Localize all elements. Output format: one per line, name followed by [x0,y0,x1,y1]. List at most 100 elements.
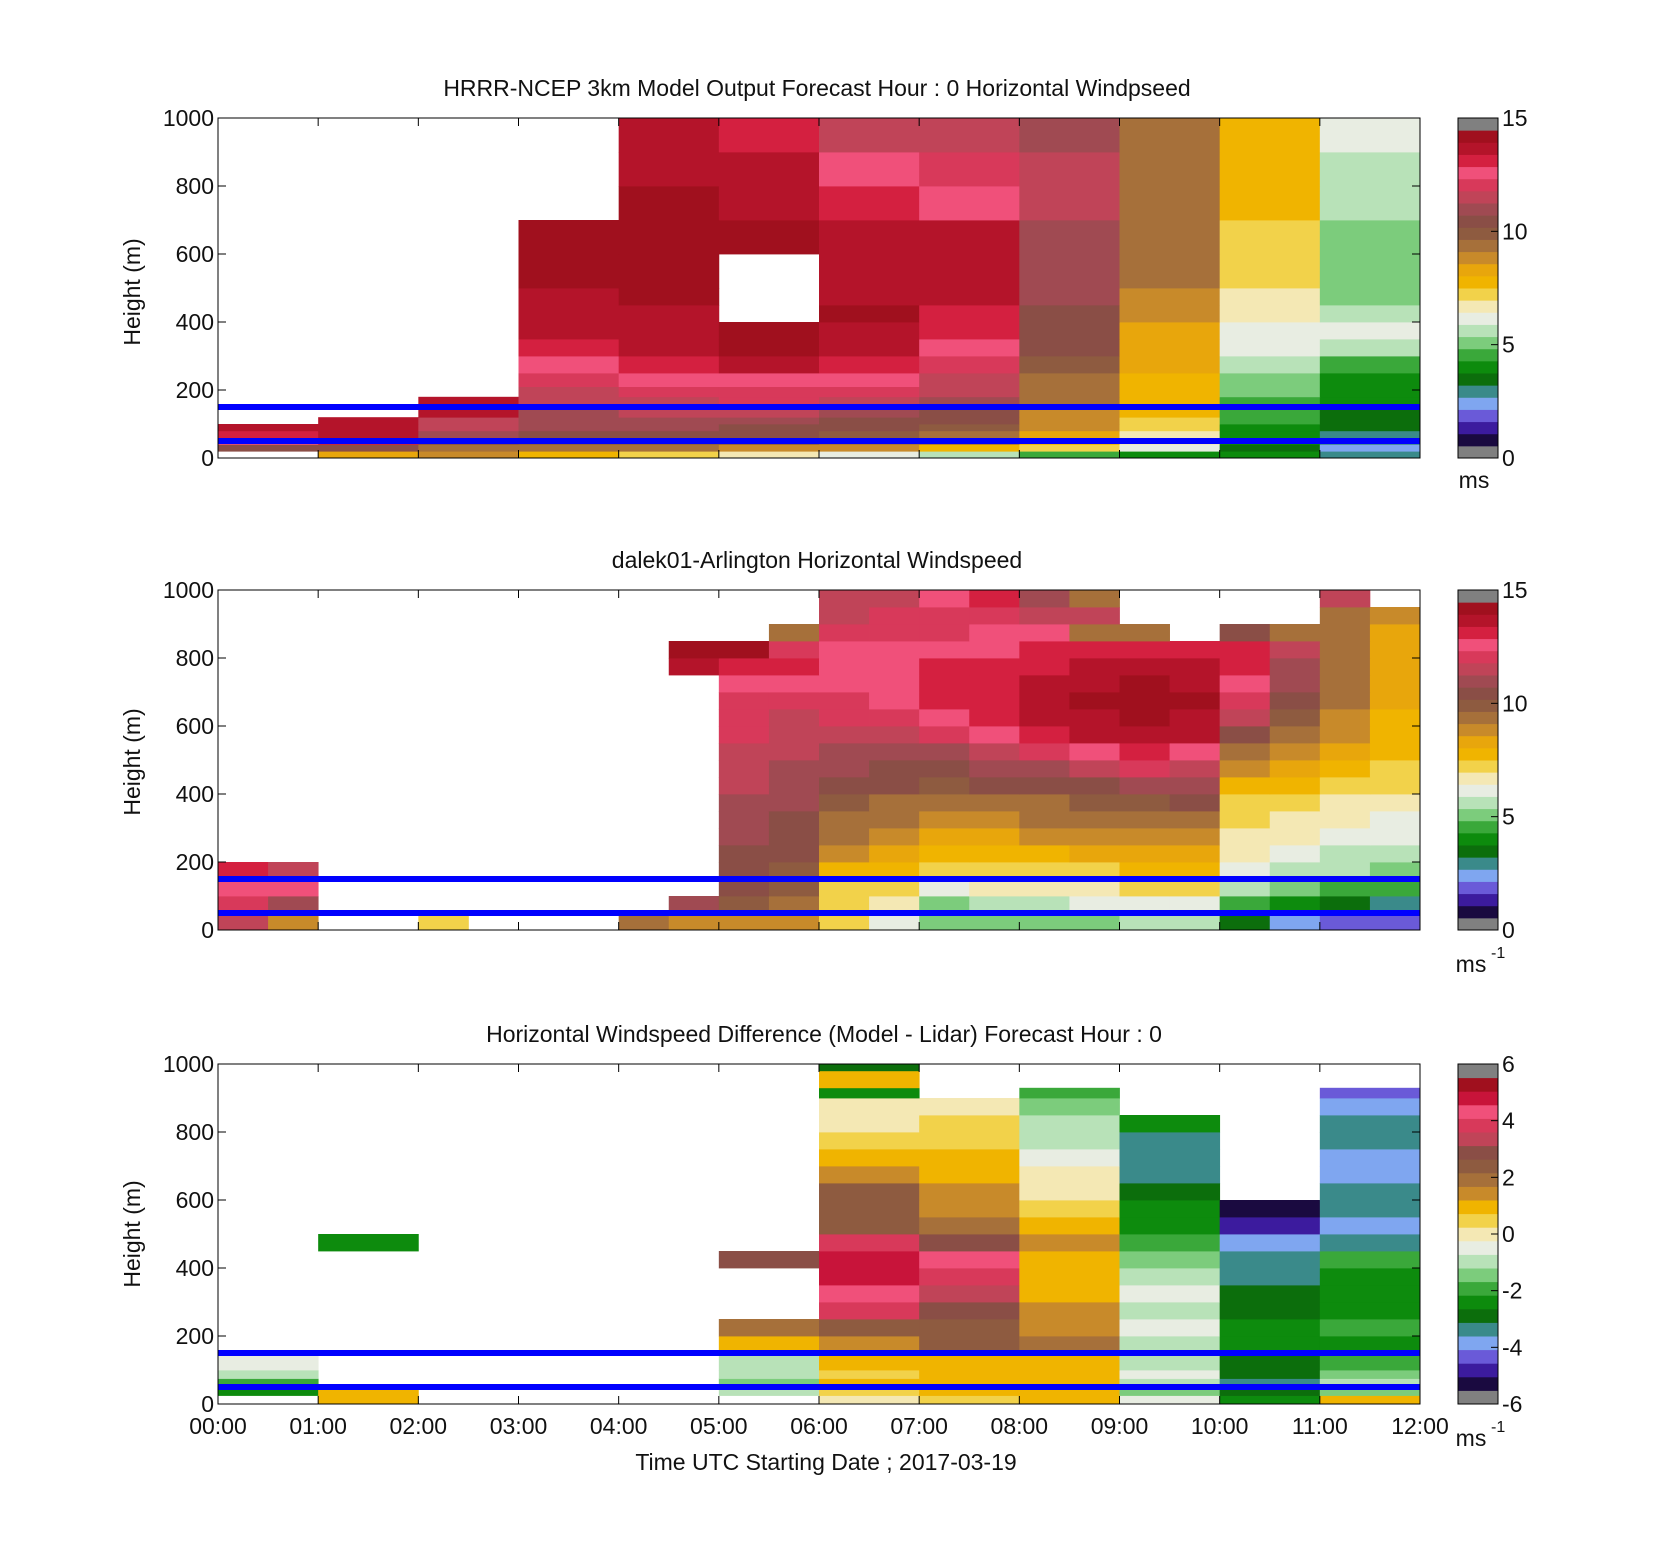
heatmap-cell [618,451,720,459]
colorbar-segment [1458,735,1498,749]
heatmap-cell [919,879,970,897]
heatmap-cell [1019,288,1120,306]
heatmap-cell [1219,254,1321,289]
x-tick-label: 10:00 [1191,1413,1249,1439]
y-tick-label: 200 [176,1323,214,1349]
heatmap-cell [969,913,1020,931]
heatmap-cell [1169,913,1221,931]
heatmap-cell [418,451,519,459]
heatmap-cell [1369,896,1421,914]
heatmap-cell [1219,641,1271,659]
heatmap-cell [1119,1353,1221,1371]
colorbar-segment [1458,832,1498,846]
heatmap-cell [1219,396,1321,408]
heatmap-cell [1119,1132,1221,1150]
heatmap-cell [1219,913,1271,931]
heatmap-cell [1119,896,1170,914]
heatmap-cell [1219,692,1271,710]
heatmap-cell [919,1302,1020,1320]
heatmap-cell [1019,743,1070,761]
heatmap-cell [718,658,770,676]
y-tick-label: 400 [176,1255,214,1281]
heatmap-cell [418,407,519,418]
y-axis-label: Height (m) [119,238,145,345]
heatmap-cell [1319,1268,1421,1286]
heatmap-cell [1369,777,1421,795]
heatmap-cell [1019,1166,1120,1184]
heatmap-cell [969,811,1020,829]
heatmap-cell [1319,430,1421,438]
colorbar-segment [1458,1390,1498,1405]
heatmap-cell [218,424,319,432]
heatmap-cell [1219,794,1271,812]
heatmap-cell [919,658,970,676]
heatmap-cell [1019,152,1120,187]
heatmap-cell [819,407,920,418]
heatmap-cell [718,692,770,710]
heatmap-cell [218,1353,319,1371]
x-axis-label: Time UTC Starting Date ; 2017-03-19 [635,1449,1016,1475]
heatmap-cell [919,305,1020,323]
heatmap-cell [1319,339,1421,357]
heatmap-cell [1219,1234,1321,1252]
heatmap-cell [718,709,770,727]
heatmap-cell [1269,879,1321,897]
colorbar-tick-label: 10 [1502,690,1528,716]
colorbar-segment [1458,590,1498,603]
heatmap-cell [1069,862,1120,880]
heatmap-cell [518,373,620,387]
colorbar-unit: ms [1456,1425,1487,1451]
heatmap-cell [1019,1319,1120,1337]
heatmap-cell [819,444,920,452]
heatmap-cell [718,186,820,221]
heatmap-cell [1119,305,1221,323]
heatmap-cell [1319,373,1421,387]
heatmap-cell [718,1336,820,1354]
heatmap-cell [1019,1268,1120,1286]
heatmap-cell [768,879,820,897]
heatmap-cell [1219,152,1321,187]
heatmap-cell [1219,726,1271,744]
heatmap-cell [1319,417,1421,425]
heatmap-cell [1019,641,1070,659]
heatmap-cell [1219,1217,1321,1235]
heatmap-cell [1119,709,1170,727]
heatmap-cell [1319,1251,1421,1269]
colorbar-segment [1458,820,1498,834]
heatmap-cell [1169,760,1221,778]
heatmap-cell [618,220,720,255]
heatmap-cell [1319,862,1371,880]
heatmap-cell [1069,794,1120,812]
heatmap-cell [819,1070,920,1089]
heatmap-cell [919,373,1020,387]
heatmap-cell [1269,624,1321,642]
heatmap-cell [969,607,1020,625]
heatmap-cell [869,862,920,880]
heatmap-cell [1319,305,1421,323]
y-tick-label: 800 [176,173,214,199]
colorbar-segment [1458,1077,1498,1092]
heatmap-cell [318,430,419,438]
heatmap-cell [418,396,519,408]
heatmap-cell [1219,407,1321,418]
heatmap-cell [768,811,820,829]
heatmap-cell [819,1200,920,1218]
heatmap-cell [919,1353,1020,1371]
heatmap-cell [919,1378,1020,1388]
heatmap-cell [768,641,820,659]
heatmap-cell [869,811,920,829]
heatmap-cell [1219,430,1321,438]
heatmap-cell [718,1251,820,1269]
heatmap-cell [318,451,419,459]
colorbar-segment [1458,1227,1498,1242]
heatmap-cell [768,828,820,846]
colorbar-segment [1458,626,1498,640]
heatmap-cell [718,726,770,744]
heatmap-cell [618,322,720,340]
heatmap-cell [1119,386,1221,398]
heatmap-cell [869,658,920,676]
heatmap-cell [618,430,720,438]
heatmap-cell [819,624,870,642]
y-axis-label: Height (m) [119,1180,145,1287]
